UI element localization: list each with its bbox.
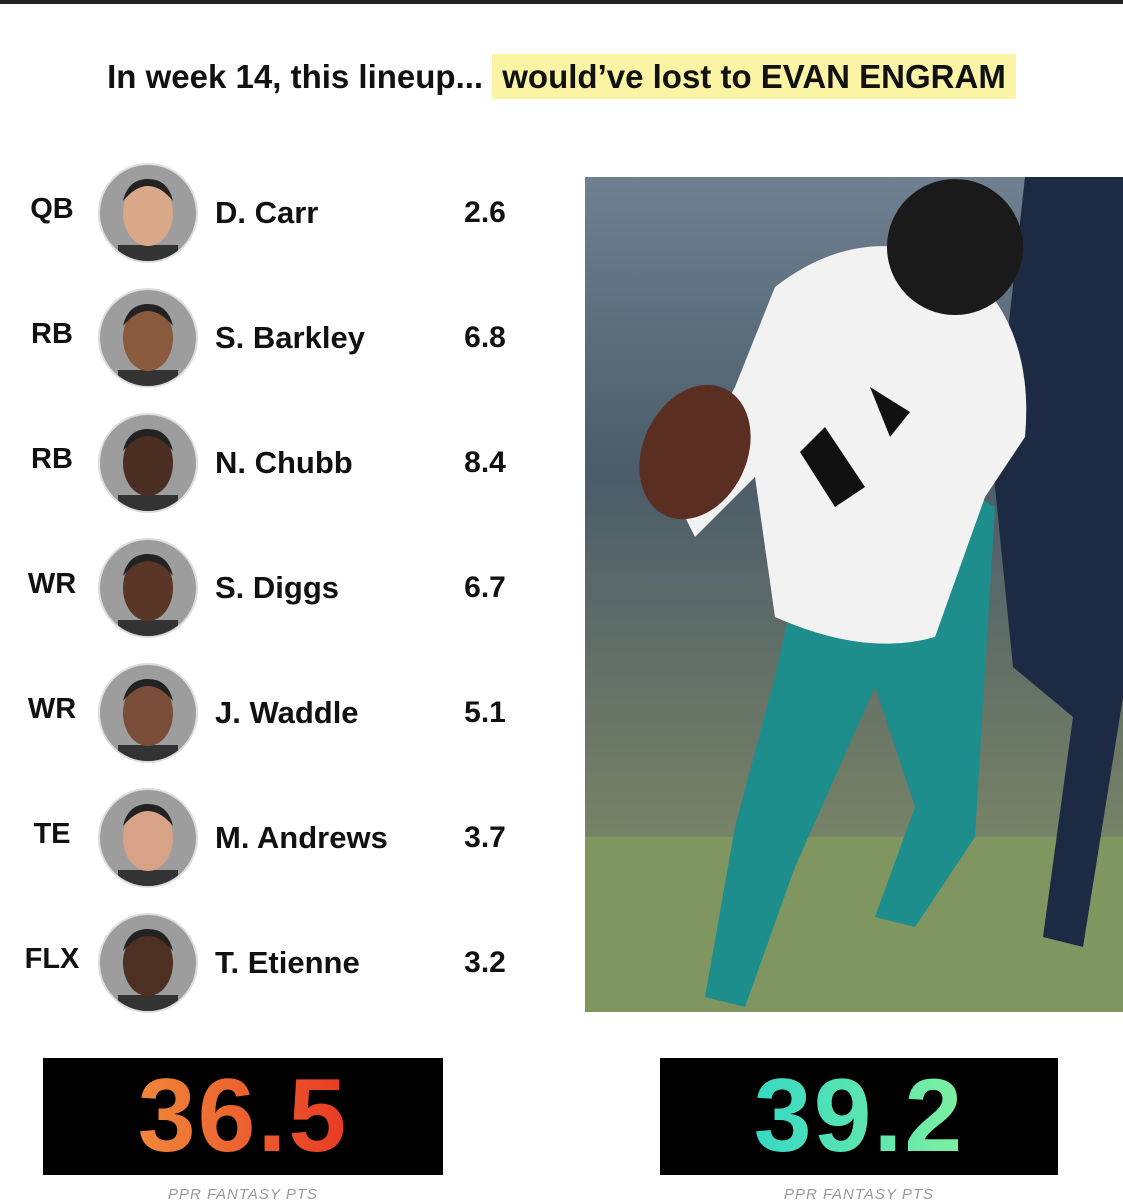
player-photo — [585, 177, 1123, 1012]
avatar — [98, 663, 198, 763]
lineup-row: WR J. Waddle 5.1 — [0, 663, 560, 763]
player-name: M. Andrews — [215, 820, 388, 855]
avatar — [98, 413, 198, 513]
position: FLX — [24, 943, 80, 975]
lineup-row: TE M. Andrews 3.7 — [0, 788, 560, 888]
total-lineup: 36.5 — [137, 1058, 349, 1174]
player-points: 3.2 — [464, 946, 506, 979]
player-points: 3.7 — [464, 821, 506, 854]
avatar — [98, 288, 198, 388]
lineup-row: QB D. Carr 2.6 — [0, 163, 560, 263]
lineup-row: FLX T. Etienne 3.2 — [0, 913, 560, 1013]
position: WR — [27, 568, 77, 600]
player-name: J. Waddle — [215, 695, 359, 730]
player-points: 5.1 — [464, 696, 506, 729]
position: WR — [27, 693, 77, 725]
position: QB — [30, 193, 74, 225]
title-lead: In week 14, this lineup... — [107, 58, 484, 95]
avatar — [98, 788, 198, 888]
title: In week 14, this lineup... would’ve lost… — [0, 54, 1123, 99]
player-name: S. Barkley — [215, 320, 365, 355]
player-name: S. Diggs — [215, 570, 340, 605]
total-caption: PPR FANTASY PTS — [167, 1186, 319, 1203]
lineup-row: RB N. Chubb 8.4 — [0, 413, 560, 513]
total-player: 39.2 — [753, 1058, 965, 1174]
position: TE — [33, 818, 71, 850]
avatar — [98, 163, 198, 263]
lineup-row: WR S. Diggs 6.7 — [0, 538, 560, 638]
player-points: 2.6 — [464, 196, 506, 229]
player-name: D. Carr — [215, 195, 319, 230]
title-highlight: would’ve lost to EVAN ENGRAM — [492, 54, 1016, 99]
position: RB — [31, 443, 73, 475]
lineup-row: RB S. Barkley 6.8 — [0, 288, 560, 388]
total-box: 36.5 — [43, 1058, 443, 1175]
player-points: 8.4 — [464, 446, 506, 479]
player-name: N. Chubb — [215, 445, 353, 480]
player-points: 6.7 — [464, 571, 506, 604]
total-box: 39.2 — [660, 1058, 1058, 1175]
player-points: 6.8 — [464, 321, 506, 354]
avatar — [98, 538, 198, 638]
top-bar — [0, 0, 1123, 4]
total-caption: PPR FANTASY PTS — [783, 1186, 935, 1203]
position: RB — [31, 318, 73, 350]
player-name: T. Etienne — [215, 945, 360, 980]
avatar — [98, 913, 198, 1013]
